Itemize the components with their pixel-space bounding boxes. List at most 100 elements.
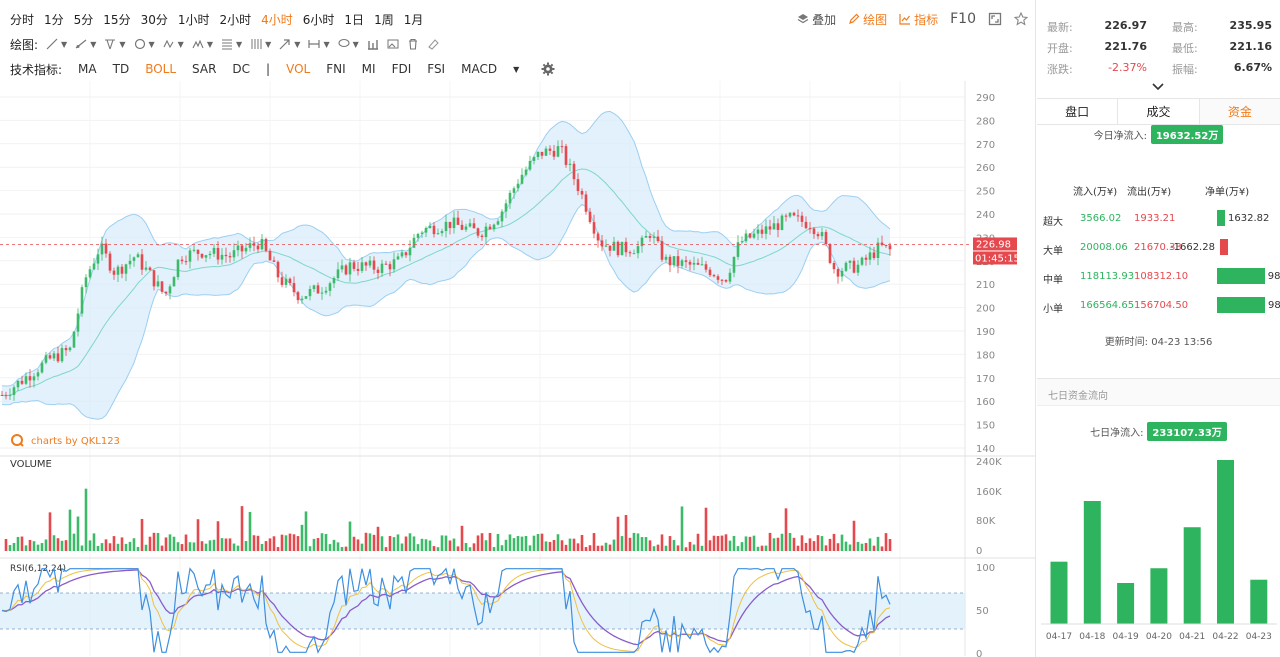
candle-body [884, 244, 888, 246]
indicator-mi[interactable]: MI [361, 62, 376, 76]
candle-body [296, 292, 300, 301]
indicator-fdi[interactable]: FDI [391, 62, 412, 76]
candle-body [60, 348, 64, 362]
bar-tool[interactable] [367, 38, 379, 50]
candle-body [188, 250, 192, 262]
volume-bar [868, 538, 872, 551]
volume-bar [832, 533, 836, 551]
volume-bar [748, 536, 752, 551]
chart-panel: 分时 1分 5分 15分 30分 1小时 2小时 4小时 6小时 1日 1周 1… [0, 0, 1036, 657]
indicator-more-dropdown[interactable]: ▼ [513, 64, 520, 74]
gann-tool[interactable]: ▼ [250, 38, 271, 50]
picture-tool[interactable] [387, 38, 399, 50]
chevron-down-icon: ▼ [352, 39, 359, 49]
rsi12-line [1, 568, 891, 653]
volume-bar [128, 541, 132, 551]
channel-tool[interactable]: ▼ [104, 38, 126, 50]
chevron-down-icon: ▼ [119, 39, 126, 49]
volume-bar [732, 535, 736, 551]
volume-bar [816, 535, 820, 551]
volume-bar [92, 533, 96, 551]
indicator-fsi[interactable]: FSI [427, 62, 446, 76]
delete-drawings[interactable] [407, 38, 419, 50]
measure-tool[interactable]: ▼ [308, 38, 330, 50]
candle-body [52, 353, 56, 359]
price-chart[interactable]: 2902802702602502402302202102001901801701… [0, 81, 1036, 657]
interval-6h[interactable]: 6小时 [302, 12, 335, 27]
interval-fenshi[interactable]: 分时 [10, 12, 35, 27]
interval-30m[interactable]: 30分 [140, 12, 168, 27]
volume-bar [772, 538, 776, 551]
interval-4h[interactable]: 4小时 [261, 12, 293, 27]
ray-tool[interactable]: ▼ [75, 38, 96, 50]
interval-1h[interactable]: 1小时 [177, 12, 210, 27]
indicator-sar[interactable]: SAR [192, 62, 217, 76]
arrow-tool[interactable]: ▼ [279, 38, 300, 50]
star-icon[interactable] [1014, 12, 1028, 26]
volume-bar [604, 542, 608, 551]
interval-1m[interactable]: 1分 [44, 12, 64, 27]
volume-bar [436, 547, 440, 551]
volume-bar [384, 547, 388, 551]
volume-bar [56, 538, 60, 551]
interval-1mo[interactable]: 1月 [403, 12, 424, 27]
volume-bar [664, 545, 668, 551]
indicator-dc[interactable]: DC [232, 62, 251, 76]
candle-body [92, 263, 96, 270]
bollinger-lower [1, 203, 891, 420]
interval-15m[interactable]: 15分 [103, 12, 131, 27]
note-tool[interactable]: ▼ [338, 38, 359, 50]
tab-orderbook[interactable]: 盘口 [1037, 99, 1119, 124]
pattern-tool[interactable]: ▼ [192, 38, 213, 50]
overlay-button[interactable]: 叠加 [797, 11, 836, 28]
interval-5m[interactable]: 5分 [73, 12, 94, 27]
volume-bar [340, 547, 344, 551]
price-tick: 140 [976, 444, 995, 455]
candle-body [692, 262, 696, 265]
candle-body [740, 241, 744, 243]
candle-body [492, 224, 496, 230]
volume-bar [488, 532, 492, 551]
volume-bar [16, 536, 20, 551]
indicator-button[interactable]: 指标 [899, 11, 938, 28]
wave-tool[interactable]: ▼ [163, 38, 184, 50]
interval-1d[interactable]: 1日 [344, 12, 365, 27]
draw-button[interactable]: 绘图 [848, 11, 887, 28]
candle-body [216, 247, 220, 260]
latest-value: 226.97 [1104, 19, 1147, 32]
settings-gear-icon[interactable] [541, 62, 555, 76]
fullscreen-icon[interactable] [988, 12, 1002, 26]
volume-bar [768, 532, 772, 551]
indicator-fni[interactable]: FNI [326, 62, 346, 76]
volume-bar [580, 534, 584, 551]
interval-1w[interactable]: 1周 [374, 12, 394, 27]
indicator-vol[interactable]: VOL [286, 62, 311, 76]
fib-tool[interactable]: ▼ [221, 38, 242, 50]
candle-body [592, 222, 596, 234]
volume-bar [388, 536, 392, 551]
indicator-td[interactable]: TD [112, 62, 130, 76]
volume-bar [852, 520, 856, 551]
candle-body [696, 262, 700, 265]
clear-drawings[interactable] [427, 38, 439, 50]
indicator-ma[interactable]: MA [78, 62, 97, 76]
volume-bar [296, 536, 300, 551]
circle-icon [134, 38, 145, 50]
indicator-macd[interactable]: MACD [461, 62, 498, 76]
interval-2h[interactable]: 2小时 [219, 12, 252, 27]
tab-funds[interactable]: 资金 [1199, 99, 1280, 124]
open-value: 221.76 [1104, 40, 1147, 53]
f10-button[interactable]: F10 [950, 11, 976, 27]
shape-tool[interactable]: ▼ [134, 38, 155, 50]
indicator-boll[interactable]: BOLL [145, 62, 177, 76]
tab-trades[interactable]: 成交 [1118, 99, 1200, 124]
candle-body [304, 296, 308, 299]
volume-bar [712, 535, 716, 551]
watermark-text: charts by QKL123 [31, 436, 120, 447]
volume-bar [796, 545, 800, 551]
expand-chevron-icon[interactable] [1152, 83, 1164, 91]
price-tick: 250 [976, 187, 995, 198]
row-net-bar [1217, 268, 1265, 284]
row-outflow: 156704.50 [1134, 300, 1189, 311]
line-tool[interactable]: ▼ [46, 38, 67, 50]
